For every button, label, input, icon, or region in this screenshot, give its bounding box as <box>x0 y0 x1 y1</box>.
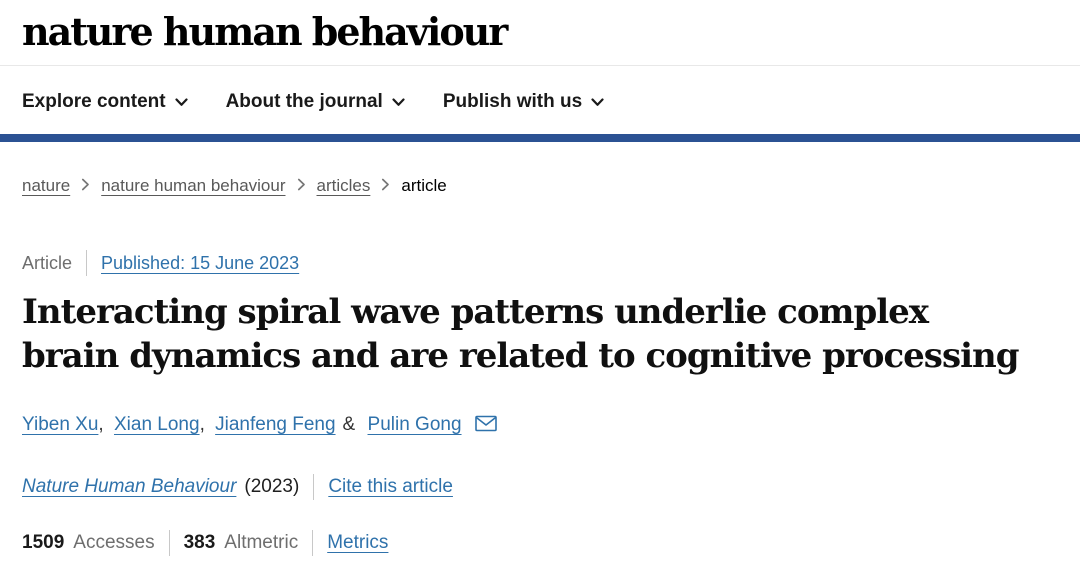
nav-publish-with-us-label: Publish with us <box>442 91 583 112</box>
author-link-pulin-gong[interactable]: Pulin Gong <box>367 414 462 435</box>
envelope-icon[interactable] <box>470 415 497 437</box>
author-link-jianfeng-feng[interactable]: Jianfeng Feng <box>215 414 336 435</box>
accesses-count: 1509 <box>22 532 65 553</box>
masthead: nature human behaviour <box>0 0 1080 66</box>
metrics-link[interactable]: Metrics <box>327 532 389 553</box>
breadcrumb-articles[interactable]: articles <box>316 176 371 195</box>
article-title-line1: Interacting spiral wave patterns underli… <box>22 292 929 332</box>
vertical-divider <box>313 474 315 500</box>
brand-bar <box>0 134 1080 142</box>
author-link-xian-long[interactable]: Xian Long <box>113 414 200 435</box>
citation-year: (2023) <box>244 476 300 497</box>
chevron-right-icon <box>81 176 90 196</box>
article-type-label: Article <box>22 252 73 273</box>
author-separator: , <box>98 414 104 435</box>
author-link-yiben-xu[interactable]: Yiben Xu <box>22 414 99 435</box>
chevron-down-icon <box>174 91 188 113</box>
author-separator: , <box>199 414 205 435</box>
nav-publish-with-us[interactable]: Publish with us <box>443 91 604 113</box>
citation-row: Nature Human Behaviour (2023) Cite this … <box>22 474 1058 500</box>
altmetric-count: 383 <box>183 532 216 553</box>
journal-nav: Explore content About the journal Publis… <box>0 66 1080 134</box>
chevron-down-icon <box>392 91 405 113</box>
accesses-label: Accesses <box>73 532 155 553</box>
breadcrumb-article-current: article <box>401 176 447 195</box>
nav-explore-content[interactable]: Explore content <box>22 91 188 113</box>
vertical-divider <box>86 250 88 276</box>
chevron-right-icon <box>297 176 306 196</box>
chevron-down-icon <box>591 91 604 113</box>
metrics-row: 1509 Accesses 383 Altmetric Metrics <box>22 530 1058 556</box>
published-date-link[interactable]: Published: 15 June 2023 <box>101 252 300 273</box>
nav-about-the-journal[interactable]: About the journal <box>226 91 405 113</box>
article-title-line2: brain dynamics and are related to cognit… <box>22 336 1020 376</box>
vertical-divider <box>168 530 170 556</box>
altmetric-label: Altmetric <box>224 532 299 553</box>
breadcrumb-nature-human-behaviour[interactable]: nature human behaviour <box>101 176 286 195</box>
vertical-divider <box>312 530 314 556</box>
nav-explore-content-label: Explore content <box>22 91 166 112</box>
author-list: Yiben Xu, Xian Long, Jianfeng Feng & Puli… <box>22 414 1058 438</box>
breadcrumb: nature nature human behaviour articles a… <box>22 176 1058 196</box>
journal-logo[interactable]: nature human behaviour <box>22 9 508 54</box>
article-title: Interacting spiral wave patterns underli… <box>22 290 1058 378</box>
journal-link[interactable]: Nature Human Behaviour <box>22 476 237 497</box>
chevron-right-icon <box>381 176 390 196</box>
breadcrumb-nature[interactable]: nature <box>22 176 71 195</box>
article-meta-row: Article Published: 15 June 2023 <box>22 250 1058 276</box>
cite-this-article-link[interactable]: Cite this article <box>328 476 453 497</box>
nav-about-the-journal-label: About the journal <box>225 91 383 112</box>
author-ampersand: & <box>342 414 356 435</box>
article-header: nature nature human behaviour articles a… <box>0 176 1080 556</box>
